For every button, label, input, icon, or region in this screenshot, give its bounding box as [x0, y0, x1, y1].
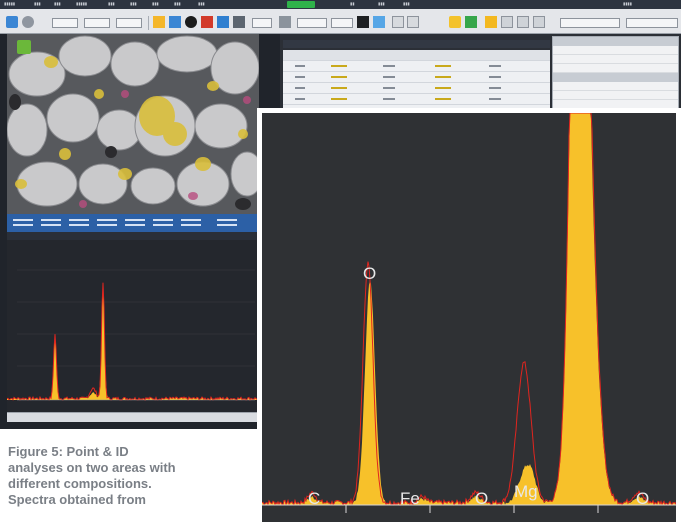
menu-item-5[interactable]: ▮▮▮ [108, 1, 115, 6]
menu-item-11[interactable]: ▮▮▮ [378, 1, 385, 6]
left-pane [0, 34, 280, 429]
status-bar [7, 412, 280, 422]
panel-title [553, 37, 678, 46]
stage-icon[interactable] [279, 16, 291, 28]
spectrum-line [6, 282, 260, 401]
table-row[interactable] [283, 61, 550, 72]
zoom-icon[interactable] [501, 16, 513, 28]
sem-particles [7, 34, 259, 214]
snapshot-icon[interactable] [392, 16, 404, 28]
panel-row[interactable] [553, 55, 678, 64]
analysis-history-title [553, 73, 678, 82]
menu-item-4[interactable]: ▮▮▮▮▮ [76, 1, 88, 6]
composition-table [283, 50, 550, 110]
element-label-mg: Mg [514, 482, 538, 501]
menu-item-8[interactable]: ▮▮▮ [174, 1, 181, 6]
panel-row[interactable] [553, 64, 678, 73]
panel-row[interactable] [553, 46, 678, 55]
menu-item-10[interactable]: ▮▮ [350, 1, 355, 6]
scan-icon[interactable] [233, 16, 245, 28]
image-mode-icon[interactable] [153, 16, 165, 28]
caption-line: Spectra obtained from [8, 492, 146, 507]
settings-icon[interactable] [22, 16, 34, 28]
element-label-c: C [308, 489, 320, 508]
chart-icon[interactable] [465, 16, 477, 28]
area-tool-icon[interactable] [533, 16, 545, 28]
eds-icon[interactable] [449, 16, 461, 28]
working-distance-field[interactable] [84, 18, 110, 28]
record-icon[interactable] [373, 16, 385, 28]
magnification-field[interactable] [52, 18, 78, 28]
toolbar-separator [148, 16, 149, 30]
figure-caption: Figure 5: Point & ID analyses on two are… [8, 444, 256, 508]
element-label-o: O [475, 489, 488, 508]
table-row[interactable] [283, 94, 550, 105]
frame-field[interactable] [331, 18, 353, 28]
camera-icon[interactable] [357, 16, 369, 28]
project-field[interactable] [560, 18, 620, 28]
small-spectrum-plot[interactable] [6, 240, 260, 412]
zoomed-spectrum-svg: C O Fe O Mg O [262, 113, 676, 513]
spectrum-fill [7, 290, 259, 400]
spectrum-panel-header [7, 232, 259, 240]
spectrum-fill [262, 113, 676, 505]
app-toolbar: ▮▮▮▮▮ ▮▮▮ ▮▮▮ ▮▮▮▮▮ ▮▮▮ ▮▮▮ ▮▮▮ ▮▮▮ ▮▮▮ … [0, 0, 681, 34]
element-label-o: O [636, 489, 649, 508]
table-header-row [283, 50, 550, 61]
element-label-fe: Fe [400, 489, 420, 508]
acquire-tab[interactable] [287, 1, 315, 8]
caption-line: Figure 5: Point & ID [8, 444, 129, 459]
menu-item-9[interactable]: ▮▮▮ [198, 1, 205, 6]
caption-line: analyses on two areas with [8, 460, 176, 475]
line-tool-icon[interactable] [517, 16, 529, 28]
menu-item-3[interactable]: ▮▮▮ [54, 1, 61, 6]
menu-item-2[interactable]: ▮▮▮ [34, 1, 41, 6]
menu-item-12[interactable]: ▮▮▮ [403, 1, 410, 6]
point-id-icon[interactable] [485, 16, 497, 28]
menu-item-7[interactable]: ▮▮▮ [152, 1, 159, 6]
grid-icon[interactable] [169, 16, 181, 28]
menu-bar: ▮▮▮▮▮ ▮▮▮ ▮▮▮ ▮▮▮▮▮ ▮▮▮ ▮▮▮ ▮▮▮ ▮▮▮ ▮▮▮ … [0, 0, 681, 9]
history-row[interactable] [553, 82, 678, 91]
spot-size-field[interactable] [297, 18, 327, 28]
caption-line: different compositions. [8, 476, 152, 491]
toolbar-row [0, 10, 681, 34]
flag-icon[interactable] [201, 16, 213, 28]
table-row[interactable] [283, 72, 550, 83]
table-row[interactable] [283, 83, 550, 94]
export-icon[interactable] [407, 16, 419, 28]
results-tabs[interactable] [283, 40, 550, 48]
voltage-field[interactable] [116, 18, 142, 28]
contrast-icon[interactable] [185, 16, 197, 28]
zoomed-spectrum-plot[interactable]: C O Fe O Mg O [262, 113, 676, 522]
scan-speed-field[interactable] [252, 18, 272, 28]
element-label-o: O [363, 264, 376, 283]
small-spectrum-svg [6, 269, 260, 401]
menu-item-6[interactable]: ▮▮▮ [130, 1, 137, 6]
sample-field[interactable] [626, 18, 678, 28]
navigate-icon[interactable] [6, 16, 18, 28]
spectrum-line [262, 113, 676, 507]
history-row[interactable] [553, 91, 678, 100]
acquisition-info-bar [7, 214, 259, 232]
detector-icon[interactable] [217, 16, 229, 28]
home-icon[interactable] [17, 40, 31, 54]
sem-image[interactable] [7, 34, 259, 214]
eds-acquisition-panel [552, 36, 679, 110]
zoomed-spectrum-frame: C O Fe O Mg O [257, 108, 681, 532]
menu-item-1[interactable]: ▮▮▮▮▮ [4, 1, 16, 6]
menu-item-13[interactable]: ▮▮▮▮ [623, 1, 632, 6]
